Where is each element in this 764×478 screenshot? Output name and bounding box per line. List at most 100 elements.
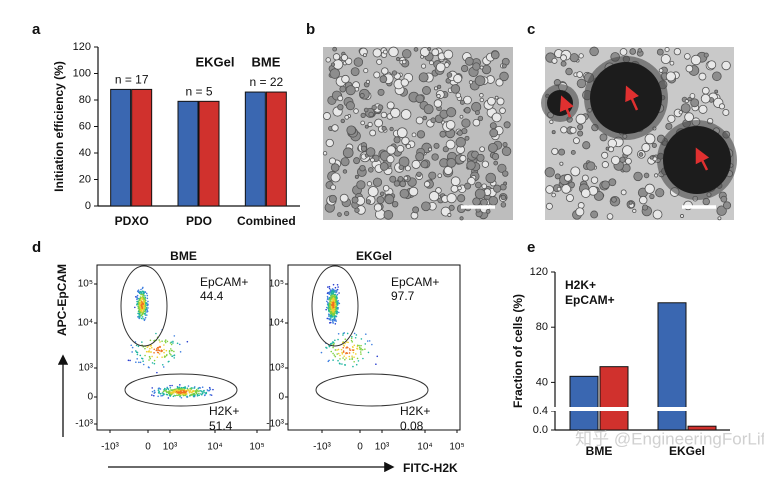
cell-dot bbox=[332, 346, 334, 349]
cell bbox=[415, 116, 424, 125]
cell bbox=[388, 46, 399, 58]
cell-dot bbox=[197, 387, 200, 390]
annotation: n = 5 bbox=[185, 84, 212, 98]
cell-dot bbox=[149, 345, 152, 347]
cell bbox=[649, 155, 654, 160]
cell bbox=[489, 128, 499, 138]
cell-dot bbox=[144, 354, 146, 357]
cell bbox=[503, 121, 511, 129]
cell bbox=[499, 71, 509, 82]
cell-dot bbox=[149, 347, 151, 350]
cell-dot bbox=[196, 394, 199, 397]
cell-dot bbox=[153, 362, 156, 365]
cell bbox=[561, 184, 571, 194]
cell bbox=[457, 185, 462, 191]
cell-dot bbox=[139, 354, 142, 357]
cell-dot bbox=[142, 312, 144, 314]
cell bbox=[589, 46, 599, 57]
cell bbox=[669, 60, 675, 66]
cell bbox=[340, 118, 345, 124]
cell-dot bbox=[161, 356, 163, 358]
cell-dot bbox=[152, 394, 155, 397]
cell-dot bbox=[146, 297, 149, 300]
cell-dot bbox=[361, 348, 364, 351]
cell bbox=[397, 175, 404, 182]
cell bbox=[443, 49, 454, 60]
cell bbox=[395, 56, 401, 62]
cell-dot bbox=[355, 334, 358, 336]
cell-dot bbox=[327, 304, 329, 306]
cell bbox=[577, 130, 584, 137]
cell-dot bbox=[155, 332, 157, 335]
cell-dot bbox=[343, 345, 346, 347]
cell-dot bbox=[166, 340, 169, 343]
x-tick-label: EKGel bbox=[669, 444, 705, 458]
cell bbox=[500, 202, 507, 208]
cell-dot bbox=[135, 351, 138, 353]
cell-dot bbox=[352, 351, 355, 354]
legend-label: EpCAM+ bbox=[565, 293, 615, 307]
x-tick-label: 0 bbox=[145, 442, 151, 453]
cell bbox=[408, 186, 419, 197]
cell-dot bbox=[141, 287, 144, 290]
cell bbox=[340, 157, 350, 167]
cell bbox=[479, 97, 485, 103]
cell-dot bbox=[204, 392, 207, 394]
cell bbox=[389, 126, 394, 132]
cell bbox=[396, 127, 408, 138]
cell-dot bbox=[332, 311, 334, 313]
cell-dot bbox=[164, 340, 166, 343]
y-tick-label: 0.4 bbox=[533, 405, 548, 417]
cell bbox=[382, 49, 388, 55]
cell-dot bbox=[151, 355, 153, 358]
cell bbox=[658, 68, 664, 73]
cell bbox=[644, 183, 655, 194]
cell-dot bbox=[142, 360, 144, 362]
cell-dot bbox=[212, 388, 214, 391]
cell bbox=[582, 141, 591, 150]
cell bbox=[372, 48, 382, 58]
cell-dot bbox=[179, 387, 182, 390]
cell-dot bbox=[359, 348, 361, 350]
cell-dot bbox=[158, 353, 161, 355]
cell bbox=[551, 192, 556, 198]
cell-dot bbox=[354, 353, 357, 355]
cell bbox=[363, 68, 369, 74]
cell-dot bbox=[335, 296, 338, 299]
panel-label: a bbox=[32, 21, 41, 38]
cell bbox=[485, 172, 496, 184]
cell bbox=[328, 157, 336, 165]
y-tick-label: -10³ bbox=[75, 419, 93, 430]
cell-dot bbox=[334, 295, 336, 297]
cell-dot bbox=[326, 306, 328, 309]
cell bbox=[700, 93, 711, 104]
cell bbox=[684, 112, 694, 122]
cell-dot bbox=[131, 346, 134, 349]
cell-dot bbox=[331, 316, 334, 318]
cell bbox=[495, 78, 504, 87]
cell-dot bbox=[157, 349, 160, 351]
cell-dot bbox=[346, 332, 349, 335]
cell bbox=[330, 163, 340, 172]
cell bbox=[501, 146, 512, 157]
cell-dot bbox=[160, 349, 163, 351]
cell bbox=[494, 95, 499, 100]
cell bbox=[353, 157, 361, 165]
gate bbox=[124, 373, 238, 407]
cell-dot bbox=[197, 390, 200, 392]
cell-dot bbox=[168, 390, 171, 392]
cell-dot bbox=[351, 341, 354, 343]
cell-dot bbox=[357, 360, 360, 362]
cell-dot bbox=[346, 352, 349, 355]
cell-dot bbox=[147, 351, 150, 353]
cell-dot bbox=[139, 304, 141, 307]
cell bbox=[464, 56, 474, 66]
cell bbox=[339, 85, 347, 93]
cell bbox=[329, 68, 341, 79]
cell bbox=[396, 144, 405, 153]
cell-dot bbox=[181, 387, 183, 390]
cell bbox=[477, 115, 484, 122]
cell-dot bbox=[362, 357, 364, 360]
cell-dot bbox=[325, 308, 327, 311]
cell bbox=[412, 206, 420, 214]
